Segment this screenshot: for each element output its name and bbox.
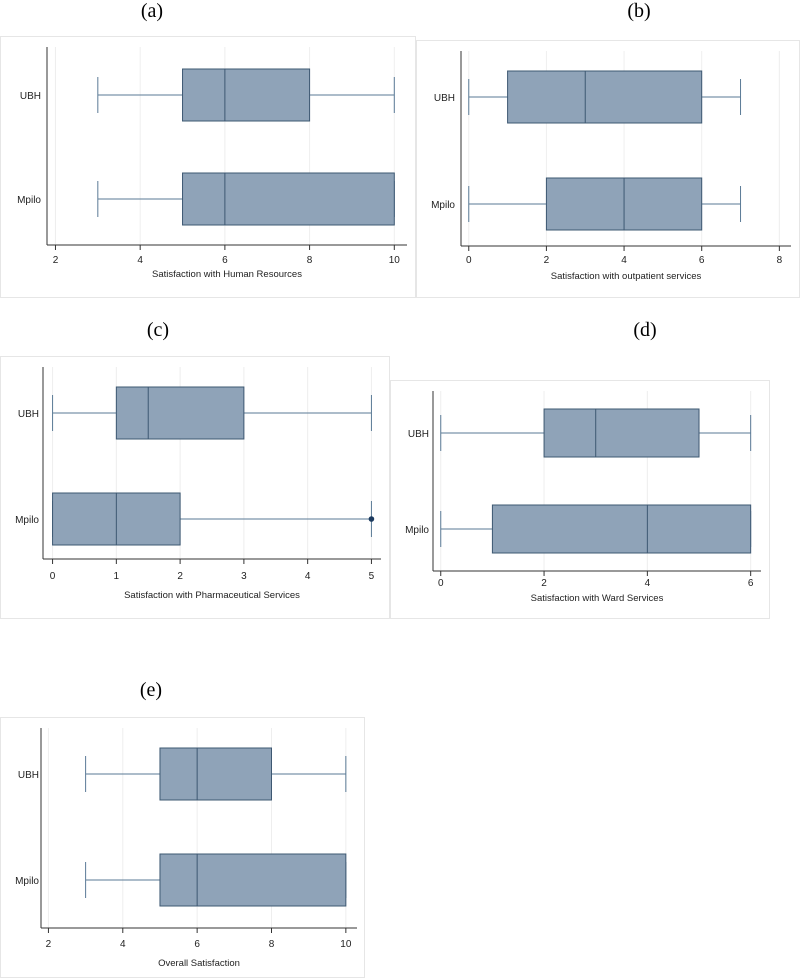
x-axis-label: Satisfaction with Pharmaceutical Service…: [124, 590, 300, 601]
panel-label-b: (b): [627, 0, 651, 22]
boxplot-chart-b: 0 2 4 6 8 Satisfaction with outpatient servic…: [431, 51, 791, 282]
outlier-point: [368, 516, 375, 522]
category-label: Mpilo: [17, 195, 41, 206]
x-tick-label: 6: [222, 255, 228, 266]
box-iqr: [159, 853, 347, 907]
category-label: UBH: [408, 429, 429, 440]
boxplot-chart-e: 2 4 6 8 10 Overall Satisfaction UBH Mpilo: [15, 728, 357, 969]
category-label: UBH: [434, 93, 455, 104]
category-label: Mpilo: [431, 200, 455, 211]
category-label: Mpilo: [405, 525, 429, 536]
x-tick-label: 4: [120, 939, 126, 950]
x-tick-label: 2: [46, 939, 52, 950]
panel-label-a: (a): [140, 0, 164, 22]
x-tick-label: 2: [541, 578, 547, 589]
x-tick-label: 10: [340, 939, 352, 950]
x-tick-label: 2: [544, 255, 550, 266]
x-tick-label: 3: [241, 571, 247, 582]
x-tick-label: 2: [53, 255, 59, 266]
x-tick-label: 5: [369, 571, 375, 582]
x-tick-label: 6: [748, 578, 754, 589]
x-tick-label: 1: [114, 571, 120, 582]
x-tick-label: 0: [50, 571, 56, 582]
box-iqr: [507, 70, 703, 124]
panel-label-d: (d): [633, 319, 657, 341]
x-tick-label: 4: [645, 578, 651, 589]
x-tick-label: 6: [699, 255, 705, 266]
chart-panel-a: 2 4 6 8 10 Satisfaction with Human Resources U…: [0, 36, 416, 298]
x-tick-label: 4: [305, 571, 311, 582]
x-tick-label: 8: [269, 939, 275, 950]
chart-panel-e: 2 4 6 8 10 Overall Satisfaction UBH Mpilo: [0, 717, 365, 978]
boxplot-chart-d: 0 2 4 6 Satisfaction with Ward Services UBH Mp…: [405, 391, 761, 604]
category-label: Mpilo: [15, 876, 39, 887]
box-iqr: [543, 408, 700, 458]
x-axis-label: Satisfaction with outpatient services: [551, 271, 702, 282]
box-iqr: [182, 172, 395, 226]
panel-label-e: (e): [139, 679, 163, 701]
x-tick-label: 6: [194, 939, 200, 950]
box-iqr: [491, 504, 752, 554]
chart-panel-d: 0 2 4 6 Satisfaction with Ward Services UBH Mp…: [390, 380, 770, 619]
boxplot-chart-c: 0 1 2 3 4 5 Satisfaction with Pharmaceutical S…: [15, 367, 381, 601]
box-iqr: [115, 386, 245, 440]
x-tick-label: 2: [177, 571, 183, 582]
x-tick-label: 4: [621, 255, 627, 266]
x-tick-label: 8: [307, 255, 313, 266]
category-label: UBH: [18, 409, 39, 420]
x-axis-label: Satisfaction with Human Resources: [152, 269, 302, 280]
x-axis-label: Overall Satisfaction: [158, 958, 240, 969]
category-label: UBH: [20, 91, 41, 102]
chart-panel-b: 0 2 4 6 8 Satisfaction with outpatient servic…: [416, 40, 800, 298]
panel-label-c: (c): [146, 319, 170, 341]
box-iqr: [159, 747, 272, 801]
x-tick-label: 8: [777, 255, 783, 266]
x-tick-label: 4: [137, 255, 143, 266]
x-axis-label: Satisfaction with Ward Services: [531, 593, 664, 604]
x-tick-label: 10: [389, 255, 401, 266]
boxplot-chart-a: 2 4 6 8 10 Satisfaction with Human Resources U…: [17, 47, 407, 280]
category-label: Mpilo: [15, 515, 39, 526]
category-label: UBH: [18, 770, 39, 781]
x-tick-label: 0: [466, 255, 472, 266]
box-iqr: [182, 68, 311, 122]
x-tick-label: 0: [438, 578, 444, 589]
chart-panel-c: 0 1 2 3 4 5 Satisfaction with Pharmaceutical S…: [0, 356, 390, 619]
